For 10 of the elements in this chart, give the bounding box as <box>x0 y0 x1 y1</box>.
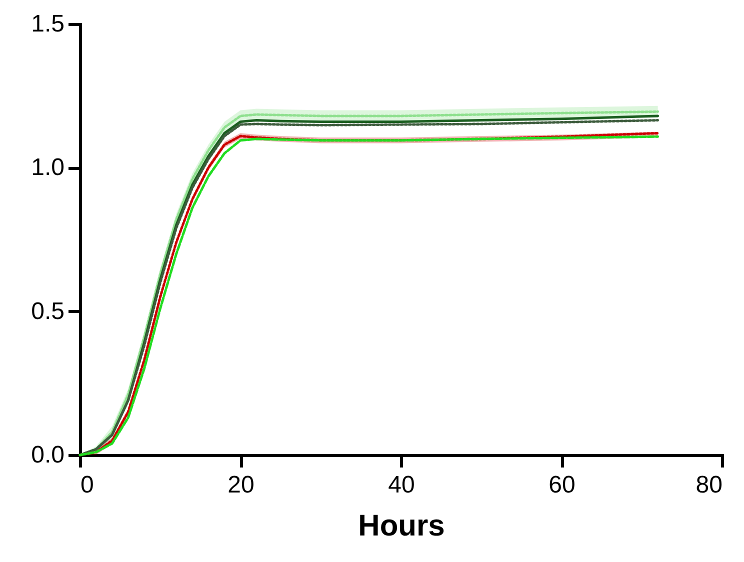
y-tick-label: 0.0 <box>31 442 64 468</box>
y-tick-label: 1.0 <box>31 154 64 182</box>
x-tick-label: 20 <box>228 472 254 498</box>
x-tick-label: 0 <box>80 472 94 498</box>
y-tick-label: 0.5 <box>31 298 64 325</box>
y-tick-label: 1.5 <box>31 10 64 38</box>
x-axis-title: Hours <box>358 510 445 542</box>
x-tick-label: 60 <box>548 472 576 498</box>
x-tick-label: 40 <box>388 472 415 498</box>
x-tick-label: 80 <box>696 472 722 498</box>
